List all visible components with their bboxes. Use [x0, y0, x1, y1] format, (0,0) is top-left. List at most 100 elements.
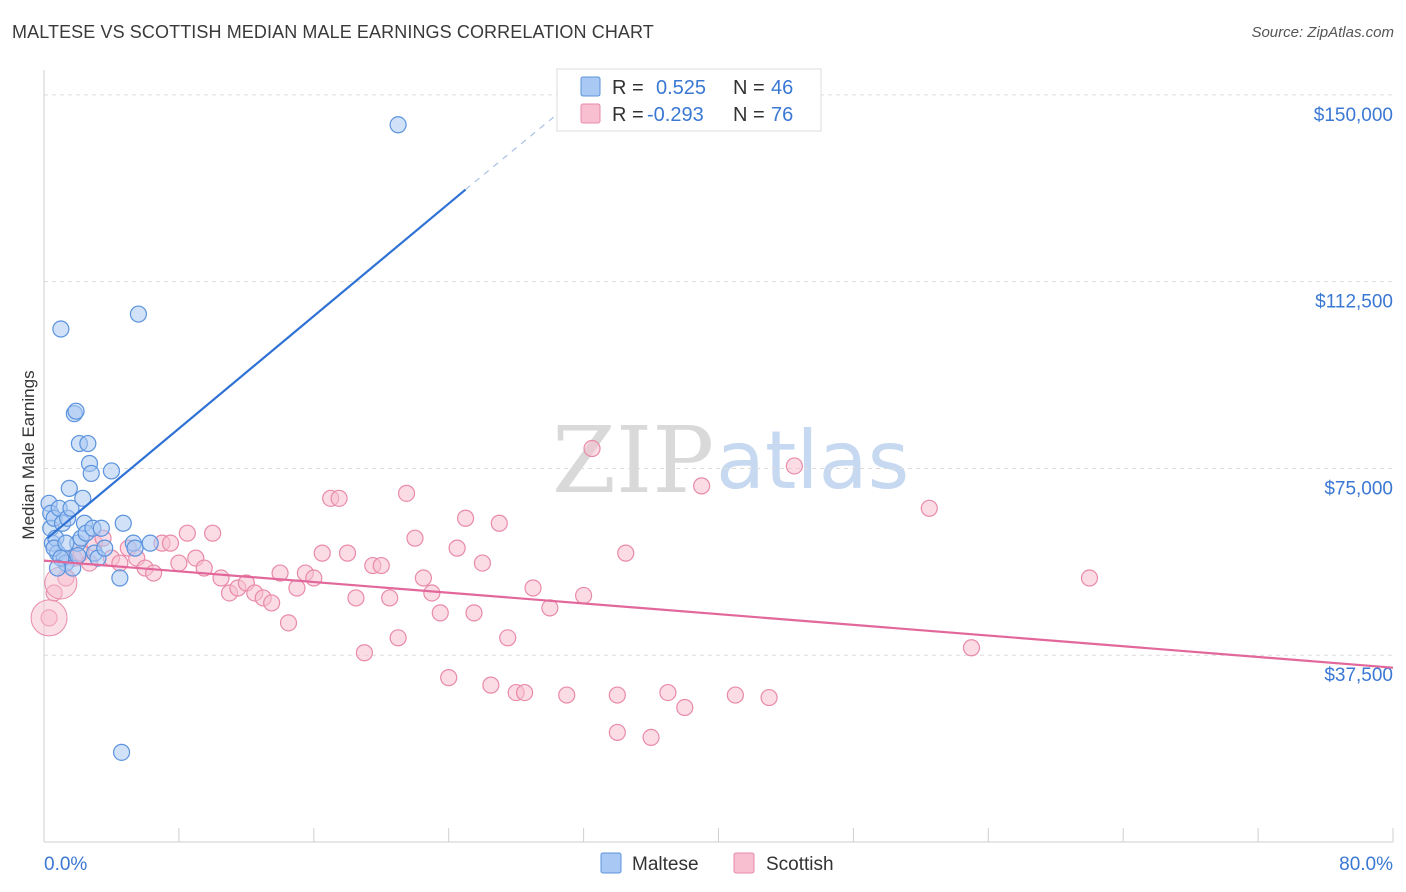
legend-scottish-r-value: -0.293 [647, 104, 704, 126]
chart-title: MALTESE VS SCOTTISH MEDIAN MALE EARNINGS… [12, 22, 654, 42]
maltese-point-39 [112, 743, 131, 761]
scottish-point-41 [381, 589, 399, 607]
y-tick-label-2: $75,000 [1324, 478, 1393, 499]
scottish-point-57 [515, 683, 534, 702]
scottish-point-38 [355, 644, 373, 662]
legend-box [556, 68, 822, 132]
scottish-point-64 [617, 544, 635, 562]
scottish-point-27 [263, 594, 281, 612]
maltese-series [40, 116, 407, 761]
scottish-point-20 [204, 524, 222, 542]
scottish-point-60 [558, 686, 576, 704]
legend-scottish-n-value: 76 [771, 104, 793, 126]
y-tick-labels: $150,000 $112,500 $75,000 $37,500 [1314, 105, 1393, 686]
legend-scottish-n-label: N = [733, 104, 765, 126]
scottish-point-47 [431, 604, 449, 622]
scottish-point-68 [676, 698, 694, 717]
scottish-cluster-0 [30, 599, 68, 637]
scottish-point-49 [448, 539, 466, 557]
legend-maltese-n-label: N = [733, 77, 765, 99]
legend-maltese-r-value: 0.525 [656, 77, 706, 99]
scottish-point-13 [145, 564, 163, 582]
scottish-trend-line [43, 559, 1394, 669]
scottish-point-52 [473, 554, 492, 572]
maltese-point-34 [114, 514, 132, 532]
scottish-point-70 [726, 686, 744, 704]
scottish-point-32 [305, 569, 323, 587]
scottish-point-58 [524, 579, 542, 597]
maltese-point-21 [74, 489, 92, 507]
maltese-point-17 [67, 402, 85, 420]
maltese-point-36 [126, 539, 144, 557]
scottish-point-45 [414, 569, 433, 587]
maltese-point-24 [79, 434, 97, 453]
scottish-point-69 [693, 477, 711, 495]
trend-lines [43, 91, 1394, 669]
maltese-point-45 [48, 559, 67, 577]
bottom-legend-maltese-label: Maltese [632, 854, 699, 875]
x-tick-label-right: 80.0% [1339, 854, 1393, 875]
axes [43, 70, 1394, 843]
scottish-point-63 [608, 686, 626, 704]
scottish-point-16 [170, 554, 188, 572]
scottish-point-62 [583, 439, 601, 458]
maltese-point-30 [92, 519, 110, 537]
scottish-point-54 [490, 514, 508, 532]
scottish-point-43 [397, 484, 416, 502]
scottish-point-37 [347, 589, 365, 607]
maltese-point-8 [52, 320, 70, 338]
scottish-point-40 [372, 556, 390, 575]
scottish-point-9 [111, 554, 129, 572]
y-tick-label-1: $112,500 [1315, 292, 1393, 313]
scottish-point-72 [785, 457, 803, 475]
maltese-point-26 [82, 464, 100, 483]
scottish-point-35 [330, 489, 348, 507]
bottom-legend-maltese-swatch [600, 852, 622, 874]
maltese-point-44 [389, 116, 407, 134]
scottish-point-28 [271, 564, 289, 582]
y-axis-label: Median Male Earnings [19, 370, 38, 539]
maltese-trend-line [46, 188, 467, 540]
scottish-point-30 [288, 579, 306, 597]
legend-scottish-r-label: R = [612, 104, 644, 126]
scottish-point-51 [465, 604, 483, 622]
maltese-point-31 [96, 539, 114, 557]
maltese-point-43 [69, 547, 87, 565]
watermark-zip: ZIP [552, 407, 714, 514]
scottish-point-73 [920, 499, 938, 517]
scottish-point-29 [279, 614, 298, 632]
y-tick-label-3: $37,500 [1324, 665, 1393, 686]
scottish-point-44 [406, 529, 424, 547]
scottish-point-71 [760, 688, 778, 707]
scottish-series [30, 439, 1099, 747]
bottom-legend-scottish-label: Scottish [766, 854, 834, 875]
scottish-point-36 [338, 544, 357, 562]
scottish-point-55 [499, 629, 517, 647]
maltese-trend-extension [465, 91, 584, 190]
maltese-point-37 [129, 305, 148, 323]
scottish-point-66 [642, 728, 660, 747]
y-tick-label-0: $150,000 [1314, 105, 1393, 126]
scottish-point-53 [482, 676, 500, 694]
grid-lines [44, 94, 1393, 656]
maltese-point-13 [60, 479, 78, 497]
scottish-point-42 [389, 629, 407, 647]
maltese-point-38 [141, 534, 159, 552]
legend-maltese-r-label: R = [612, 77, 644, 99]
maltese-point-14 [62, 499, 80, 517]
bottom-legend: Maltese Scottish [600, 852, 834, 875]
scottish-point-15 [161, 534, 180, 552]
maltese-point-32 [102, 462, 121, 480]
legend: R = 0.525 N = 46 R = -0.293 N = 76 [556, 68, 822, 132]
scottish-point-67 [659, 683, 677, 702]
scottish-point-50 [456, 509, 475, 527]
maltese-point-33 [111, 569, 129, 587]
scottish-point-65 [608, 723, 626, 742]
scottish-point-74 [962, 639, 981, 657]
x-tick-label-left: 0.0% [44, 854, 87, 875]
source-credit: Source: ZipAtlas.com [1251, 24, 1394, 41]
scottish-point-21 [212, 569, 230, 587]
scottish-point-61 [574, 586, 593, 605]
legend-maltese-n-value: 46 [771, 77, 793, 99]
